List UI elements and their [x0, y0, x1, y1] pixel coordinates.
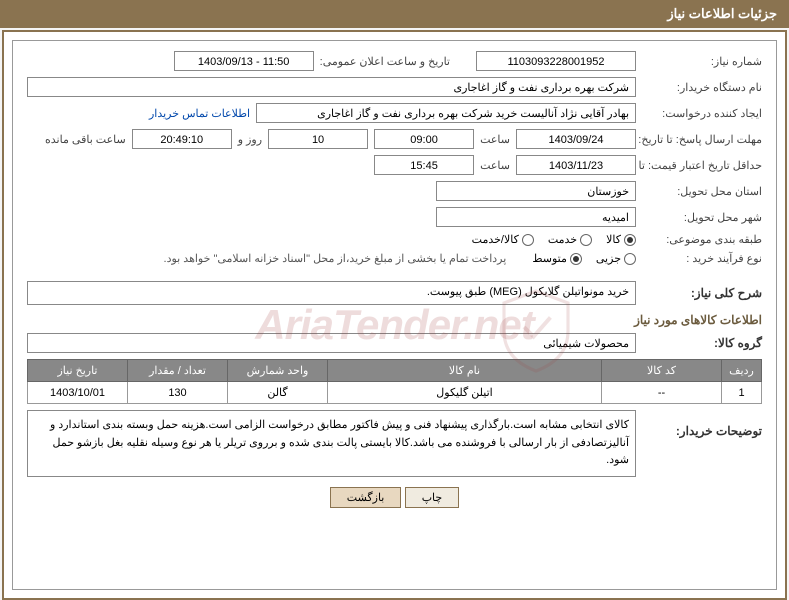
td-code: -- — [602, 382, 722, 404]
need-number-label: شماره نیاز: — [642, 55, 762, 68]
hour-label-1: ساعت — [480, 133, 510, 146]
main-frame: AriaTender.net شماره نیاز: 1103093228001… — [2, 30, 787, 600]
goods-info-title: اطلاعات کالاهای مورد نیاز — [27, 313, 762, 327]
table-header-row: ردیف کد کالا نام کالا واحد شمارش تعداد /… — [28, 360, 762, 382]
need-number-field: 1103093228001952 — [476, 51, 636, 71]
countdown-field: 20:49:10 — [132, 129, 232, 149]
th-row: ردیف — [722, 360, 762, 382]
requester-field: بهادر آقایی نژاد آنالیست خرید شرکت بهره … — [256, 103, 636, 123]
category-radio-group: کالا خدمت کالا/خدمت — [472, 233, 636, 246]
province-field: خوزستان — [436, 181, 636, 201]
radio-service-label: خدمت — [548, 233, 577, 246]
td-unit: گالن — [228, 382, 328, 404]
requester-label: ایجاد کننده درخواست: — [642, 107, 762, 120]
print-button[interactable]: چاپ — [405, 487, 460, 508]
button-row: چاپ بازگشت — [27, 487, 762, 508]
radio-small-label: جزیی — [596, 252, 621, 265]
row-deadline: مهلت ارسال پاسخ: تا تاریخ: 1403/09/24 سا… — [27, 129, 762, 149]
group-label: گروه کالا: — [642, 336, 762, 350]
td-idx: 1 — [722, 382, 762, 404]
announce-date-label: تاریخ و ساعت اعلان عمومی: — [320, 55, 450, 68]
td-name: اتیلن گلیکول — [328, 382, 602, 404]
radio-medium-icon — [570, 253, 582, 265]
radio-small[interactable]: جزیی — [596, 252, 636, 265]
buyer-notes-label: توضیحات خریدار: — [642, 410, 762, 438]
table-row: 1 -- اتیلن گلیکول گالن 130 1403/10/01 — [28, 382, 762, 404]
th-code: کد کالا — [602, 360, 722, 382]
buyer-notes-field: کالای انتخابی مشابه است.بارگذاری پیشنهاد… — [27, 410, 636, 477]
page-title: جزئیات اطلاعات نیاز — [667, 6, 777, 21]
th-qty: تعداد / مقدار — [128, 360, 228, 382]
summary-label: شرح کلی نیاز: — [642, 286, 762, 300]
contact-link[interactable]: اطلاعات تماس خریدار — [149, 107, 250, 120]
radio-service-icon — [580, 234, 592, 246]
hour-label-2: ساعت — [480, 159, 510, 172]
page-header: جزئیات اطلاعات نیاز — [0, 0, 789, 28]
row-process: نوع فرآیند خرید : جزیی متوسط پرداخت تمام… — [27, 252, 762, 265]
validity-date-field: 1403/11/23 — [516, 155, 636, 175]
process-label: نوع فرآیند خرید : — [642, 252, 762, 265]
radio-goods-icon — [624, 234, 636, 246]
row-group: گروه کالا: محصولات شیمیائی — [27, 333, 762, 353]
radio-both[interactable]: کالا/خدمت — [472, 233, 534, 246]
group-field: محصولات شیمیائی — [27, 333, 636, 353]
row-summary: شرح کلی نیاز: خرید مونواتیلن گلایکول (ME… — [27, 281, 762, 305]
radio-goods[interactable]: کالا — [606, 233, 636, 246]
th-date: تاریخ نیاز — [28, 360, 128, 382]
category-label: طبقه بندی موضوعی: — [642, 233, 762, 246]
td-date: 1403/10/01 — [28, 382, 128, 404]
td-qty: 130 — [128, 382, 228, 404]
deadline-hour-field: 09:00 — [374, 129, 474, 149]
radio-both-label: کالا/خدمت — [472, 233, 519, 246]
row-need-number: شماره نیاز: 1103093228001952 تاریخ و ساع… — [27, 51, 762, 71]
deadline-date-field: 1403/09/24 — [516, 129, 636, 149]
deadline-label: مهلت ارسال پاسخ: تا تاریخ: — [642, 133, 762, 146]
buyer-org-label: نام دستگاه خریدار: — [642, 81, 762, 94]
city-label: شهر محل تحویل: — [642, 211, 762, 224]
row-requester: ایجاد کننده درخواست: بهادر آقایی نژاد آن… — [27, 103, 762, 123]
remaining-label: ساعت باقی مانده — [45, 133, 126, 146]
announce-date-field: 1403/09/13 - 11:50 — [174, 51, 314, 71]
process-radio-group: جزیی متوسط — [532, 252, 636, 265]
row-buyer-notes: توضیحات خریدار: کالای انتخابی مشابه است.… — [27, 410, 762, 477]
validity-hour-field: 15:45 — [374, 155, 474, 175]
validity-label: حداقل تاریخ اعتبار قیمت: تا تاریخ: — [642, 159, 762, 172]
goods-table: ردیف کد کالا نام کالا واحد شمارش تعداد /… — [27, 359, 762, 404]
row-category: طبقه بندی موضوعی: کالا خدمت کالا/خدمت — [27, 233, 762, 246]
row-buyer-org: نام دستگاه خریدار: شرکت بهره برداری نفت … — [27, 77, 762, 97]
summary-field: خرید مونواتیلن گلایکول (MEG) طبق پیوست. — [27, 281, 636, 305]
row-city: شهر محل تحویل: امیدیه — [27, 207, 762, 227]
days-and-label: روز و — [238, 133, 262, 146]
radio-medium[interactable]: متوسط — [532, 252, 582, 265]
province-label: استان محل تحویل: — [642, 185, 762, 198]
radio-goods-label: کالا — [606, 233, 621, 246]
days-field: 10 — [268, 129, 368, 149]
radio-medium-label: متوسط — [532, 252, 567, 265]
radio-small-icon — [624, 253, 636, 265]
buyer-org-field: شرکت بهره برداری نفت و گاز اغاجاری — [27, 77, 636, 97]
radio-both-icon — [522, 234, 534, 246]
row-validity: حداقل تاریخ اعتبار قیمت: تا تاریخ: 1403/… — [27, 155, 762, 175]
city-field: امیدیه — [436, 207, 636, 227]
payment-note: پرداخت تمام یا بخشی از مبلغ خرید،از محل … — [164, 252, 507, 265]
th-name: نام کالا — [328, 360, 602, 382]
back-button[interactable]: بازگشت — [330, 487, 402, 508]
th-unit: واحد شمارش — [228, 360, 328, 382]
content-area: AriaTender.net شماره نیاز: 1103093228001… — [12, 40, 777, 590]
radio-service[interactable]: خدمت — [548, 233, 592, 246]
row-province: استان محل تحویل: خوزستان — [27, 181, 762, 201]
